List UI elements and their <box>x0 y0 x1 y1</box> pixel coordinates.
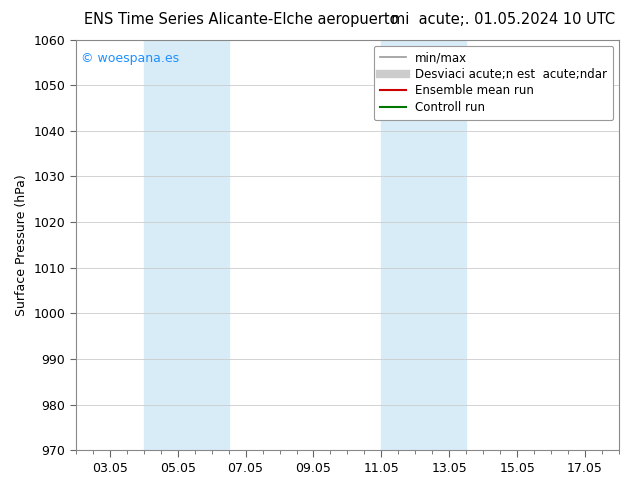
Legend: min/max, Desviaci acute;n est  acute;ndar, Ensemble mean run, Controll run: min/max, Desviaci acute;n est acute;ndar… <box>374 46 613 120</box>
Bar <box>144 40 229 450</box>
Y-axis label: Surface Pressure (hPa): Surface Pressure (hPa) <box>15 174 28 316</box>
Text: ENS Time Series Alicante-Elche aeropuerto: ENS Time Series Alicante-Elche aeropuert… <box>84 12 398 27</box>
Text: mi  acute;. 01.05.2024 10 UTC: mi acute;. 01.05.2024 10 UTC <box>391 12 615 27</box>
Text: © woespana.es: © woespana.es <box>81 52 179 65</box>
Bar <box>382 40 466 450</box>
